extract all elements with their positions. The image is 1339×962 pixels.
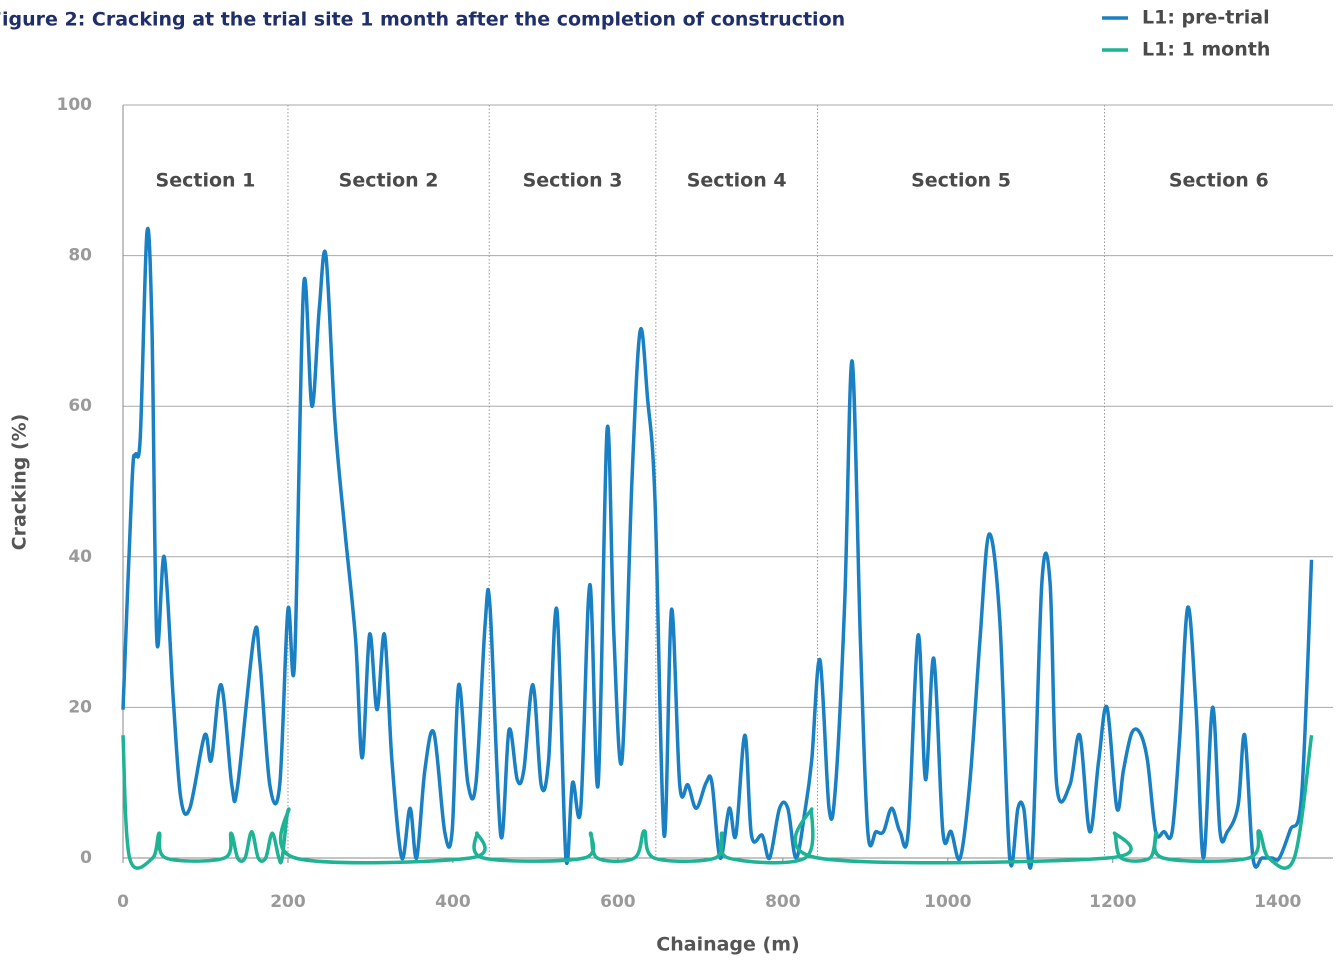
legend-label: L1: pre-trial [1142,7,1270,29]
y-tick-label: 80 [68,246,92,266]
section-label: Section 3 [523,170,623,192]
section-label: Section 6 [1169,170,1269,192]
section-label: Section 2 [339,170,439,192]
y-tick-label: 0 [80,848,92,868]
y-axis-title: Cracking (%) [9,414,31,551]
chart-title: Figure 2: Cracking at the trial site 1 m… [0,9,845,31]
section-label: Section 5 [911,170,1011,192]
y-tick-label: 20 [68,697,92,717]
x-tick-label: 1000 [924,892,971,912]
line-series [121,226,1314,870]
x-tick-label: 600 [600,892,636,912]
y-tick-label: 40 [68,547,92,567]
x-axis-title: Chainage (m) [656,934,799,956]
x-tick-label: 1400 [1254,892,1301,912]
y-tick-label: 100 [57,95,93,115]
x-tick-label: 800 [765,892,801,912]
x-tick-label: 400 [435,892,471,912]
line-series [121,735,1314,870]
x-tick-label: 200 [270,892,306,912]
section-label: Section 1 [156,170,256,192]
x-tick-label: 0 [117,892,129,912]
legend-label: L1: 1 month [1142,39,1270,61]
section-label: Section 4 [687,170,787,192]
y-tick-label: 60 [68,396,92,416]
x-tick-label: 1200 [1089,892,1136,912]
